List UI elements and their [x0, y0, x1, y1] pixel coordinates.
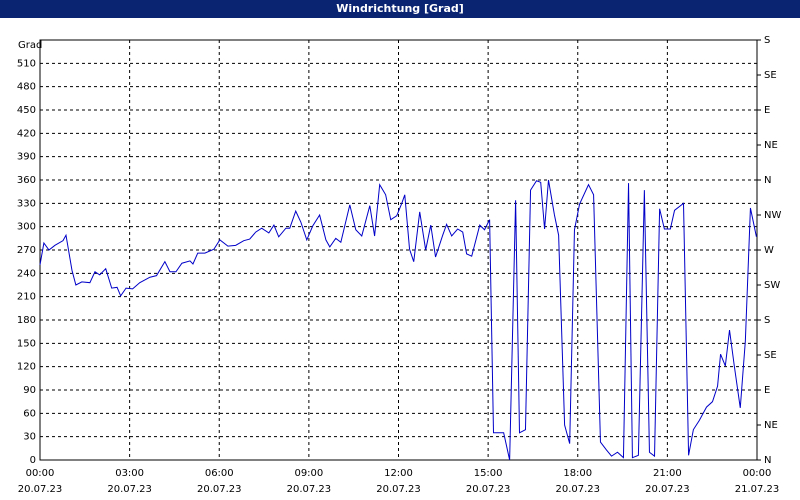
chart-title: Windrichtung [Grad] — [336, 2, 464, 15]
x-tick-label: 06:00 — [205, 468, 234, 479]
y-tick-label: 150 — [17, 338, 36, 349]
x-tick-label: 21:00 — [653, 468, 682, 479]
y-tick-label: 240 — [17, 268, 36, 279]
x-tick-date: 20.07.23 — [287, 484, 332, 495]
y-tick-label: 390 — [17, 152, 36, 163]
y2-tick-label: E — [764, 385, 770, 396]
y2-tick-label: SE — [764, 70, 777, 81]
y2-tick-label: NW — [764, 210, 781, 221]
y-tick-label: 90 — [23, 385, 36, 396]
y-tick-label: 180 — [17, 315, 36, 326]
x-tick-label: 09:00 — [294, 468, 323, 479]
y2-tick-label: N — [764, 455, 771, 466]
x-tick-date: 20.07.23 — [197, 484, 242, 495]
y-tick-label: 330 — [17, 198, 36, 209]
x-tick-label: 00:00 — [743, 468, 772, 479]
x-tick-label: 18:00 — [563, 468, 592, 479]
y2-tick-label: W — [764, 245, 774, 256]
x-tick-label: 12:00 — [384, 468, 413, 479]
y-tick-label: 450 — [17, 105, 36, 116]
data-line — [39, 179, 757, 461]
x-tick-label: 00:00 — [26, 468, 55, 479]
y-tick-label: 0 — [30, 455, 36, 466]
y-tick-label: 30 — [23, 432, 36, 443]
y-axis-label: Grad — [18, 40, 42, 51]
y-tick-label: 420 — [17, 128, 36, 139]
x-tick-label: 15:00 — [474, 468, 503, 479]
x-tick-date: 21.07.23 — [735, 484, 780, 495]
x-tick-label: 03:00 — [115, 468, 144, 479]
y2-tick-label: SE — [764, 350, 777, 361]
x-tick-date: 20.07.23 — [645, 484, 690, 495]
x-tick-date: 20.07.23 — [18, 484, 63, 495]
y-tick-label: 210 — [17, 292, 36, 303]
y2-tick-label: NE — [764, 420, 778, 431]
x-tick-date: 20.07.23 — [107, 484, 152, 495]
y2-tick-label: NE — [764, 140, 778, 151]
y-tick-label: 120 — [17, 362, 36, 373]
x-tick-date: 20.07.23 — [466, 484, 511, 495]
y-tick-label: 360 — [17, 175, 36, 186]
y2-tick-label: E — [764, 105, 770, 116]
y2-tick-label: S — [764, 35, 770, 46]
y2-tick-label: S — [764, 315, 770, 326]
title-bar — [0, 0, 800, 18]
y-tick-label: 300 — [17, 222, 36, 233]
x-tick-date: 20.07.23 — [376, 484, 421, 495]
y-tick-label: 270 — [17, 245, 36, 256]
y-tick-label: 60 — [23, 408, 36, 419]
y-tick-label: 480 — [17, 82, 36, 93]
x-tick-date: 20.07.23 — [555, 484, 600, 495]
y2-tick-label: N — [764, 175, 771, 186]
y2-tick-label: SW — [764, 280, 780, 291]
y-tick-label: 510 — [17, 58, 36, 69]
